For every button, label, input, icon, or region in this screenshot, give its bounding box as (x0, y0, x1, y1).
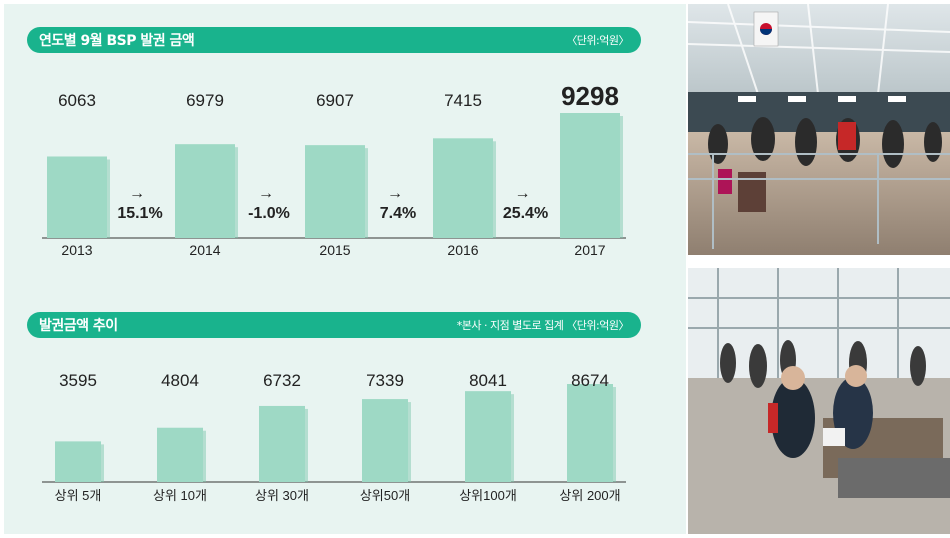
chart2-plot: 3595 상위 5개 4804 상위 10개 6732 상위 30개 7339 상위50개 80… (42, 371, 626, 503)
chart1-category-label: 2017 (574, 242, 605, 258)
chart2-category-label: 상위 200개 (559, 488, 620, 503)
chart2-value-label: 8041 (469, 371, 507, 390)
chart1-unit: 〈단위:억원〉 (566, 34, 629, 47)
chart2-header: 발권금액 추이 *본사 · 지점 별도로 집계 〈단위:억원〉 (27, 312, 641, 338)
chart2-value-label: 6732 (263, 371, 301, 390)
chart1-category-label: 2013 (61, 242, 92, 258)
chart2-title: 발권금액 추이 (39, 318, 118, 334)
chart2-bar (465, 391, 511, 482)
chart2-value-label: 4804 (161, 371, 199, 390)
chart1-title: 연도별 9월 BSP 발권 금액 (39, 33, 195, 49)
chart1-category-label: 2015 (319, 242, 350, 258)
chart2-category-label: 상위50개 (360, 488, 410, 503)
chart1-value-label: 6979 (186, 91, 224, 110)
chart2-category-label: 상위 10개 (153, 488, 207, 503)
chart1-value-label: 6907 (316, 91, 354, 110)
chart2-category-label: 상위 5개 (55, 488, 102, 503)
chart1-bar (47, 156, 107, 238)
chart1-bar (433, 138, 493, 238)
chart2-value-label: 3595 (59, 371, 97, 390)
chart2-value-label: 7339 (366, 371, 404, 390)
chart2-bar (567, 384, 613, 482)
chart1-growth-label: 25.4% (503, 205, 548, 222)
chart1-bar (175, 144, 235, 238)
chart2-bar (55, 441, 101, 482)
chart2-unit: *본사 · 지점 별도로 집계 〈단위:억원〉 (456, 319, 630, 332)
chart2-bar (259, 405, 305, 482)
chart1-growth-label: -1.0% (248, 205, 290, 222)
chart1-value-label: 7415 (444, 91, 482, 110)
chart1-bar (305, 145, 365, 238)
chart1-growth-arrow: → (387, 185, 403, 202)
chart1-plot: 6063 2013 6979 2014 6907 2015 7415 2016 9298 2017… (42, 81, 626, 258)
chart1-value-label: 6063 (58, 91, 96, 110)
chart1-bar (560, 113, 620, 238)
chart2-bar (157, 427, 203, 482)
chart2-bar (362, 399, 408, 482)
chart1-growth-arrow: → (515, 185, 531, 202)
chart1-growth-arrow: → (129, 185, 145, 202)
chart1-category-label: 2016 (447, 242, 478, 258)
chart1-growth-label: 7.4% (380, 205, 416, 222)
chart1-growth-label: 15.1% (117, 205, 162, 222)
chart2-category-label: 상위100개 (459, 488, 517, 503)
chart2-value-label: 8674 (571, 371, 609, 390)
chart1-header: 연도별 9월 BSP 발권 금액 〈단위:억원〉 (27, 27, 641, 53)
airport-checkin-photo (688, 4, 950, 255)
airport-lounge-photo (688, 268, 950, 534)
chart1-growth-arrow: → (258, 185, 274, 202)
chart1-value-label: 9298 (561, 81, 619, 111)
chart2-category-label: 상위 30개 (255, 488, 309, 503)
chart1-category-label: 2014 (189, 242, 220, 258)
